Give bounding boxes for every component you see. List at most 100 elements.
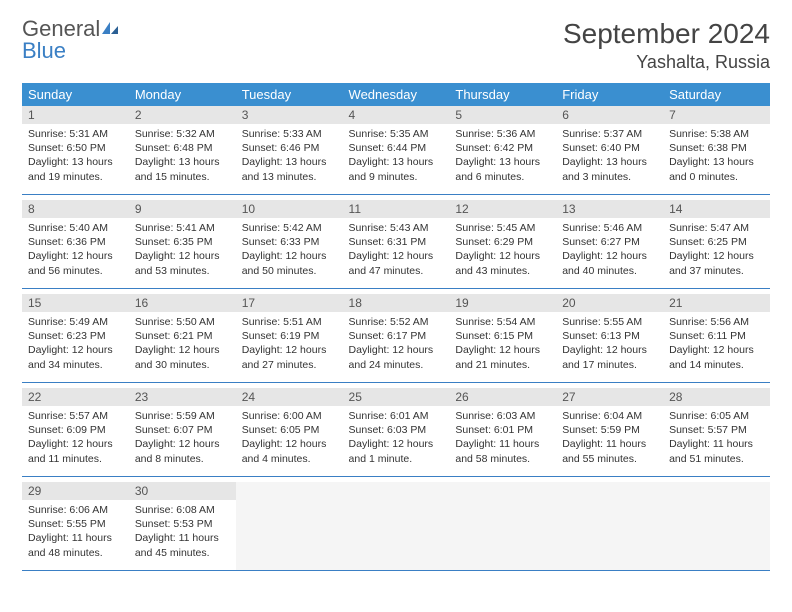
day-number: 7 (663, 106, 770, 124)
sunset-text: Sunset: 6:05 PM (242, 423, 337, 437)
sunset-text: Sunset: 5:57 PM (669, 423, 764, 437)
day-number: 13 (556, 200, 663, 218)
sunset-text: Sunset: 6:40 PM (562, 141, 657, 155)
calendar-week-row: 29Sunrise: 6:06 AMSunset: 5:55 PMDayligh… (22, 482, 770, 570)
sunset-text: Sunset: 5:53 PM (135, 517, 230, 531)
day-body: Sunrise: 6:03 AMSunset: 6:01 PMDaylight:… (449, 406, 556, 470)
day-header: Monday (129, 83, 236, 106)
sunset-text: Sunset: 6:03 PM (349, 423, 444, 437)
day-number: 12 (449, 200, 556, 218)
sunrise-text: Sunrise: 6:06 AM (28, 503, 123, 517)
sunrise-text: Sunrise: 5:43 AM (349, 221, 444, 235)
brand-name-b: Blue (22, 38, 66, 63)
sunset-text: Sunset: 5:55 PM (28, 517, 123, 531)
daylight-text: Daylight: 12 hours and 1 minute. (349, 437, 444, 465)
calendar-cell: 29Sunrise: 6:06 AMSunset: 5:55 PMDayligh… (22, 482, 129, 570)
sunset-text: Sunset: 6:48 PM (135, 141, 230, 155)
daylight-text: Daylight: 12 hours and 30 minutes. (135, 343, 230, 371)
calendar-cell: 28Sunrise: 6:05 AMSunset: 5:57 PMDayligh… (663, 388, 770, 476)
calendar-cell (556, 482, 663, 570)
daylight-text: Daylight: 13 hours and 13 minutes. (242, 155, 337, 183)
day-number: 5 (449, 106, 556, 124)
sunset-text: Sunset: 6:01 PM (455, 423, 550, 437)
sunset-text: Sunset: 6:50 PM (28, 141, 123, 155)
day-number: 30 (129, 482, 236, 500)
daylight-text: Daylight: 12 hours and 40 minutes. (562, 249, 657, 277)
day-header: Friday (556, 83, 663, 106)
calendar-cell: 4Sunrise: 5:35 AMSunset: 6:44 PMDaylight… (343, 106, 450, 194)
day-number: 16 (129, 294, 236, 312)
day-number: 8 (22, 200, 129, 218)
day-body: Sunrise: 6:01 AMSunset: 6:03 PMDaylight:… (343, 406, 450, 470)
title-block: September 2024 Yashalta, Russia (563, 18, 770, 73)
daylight-text: Daylight: 13 hours and 9 minutes. (349, 155, 444, 183)
sunset-text: Sunset: 6:46 PM (242, 141, 337, 155)
day-number: 10 (236, 200, 343, 218)
daylight-text: Daylight: 11 hours and 48 minutes. (28, 531, 123, 559)
sunrise-text: Sunrise: 6:00 AM (242, 409, 337, 423)
sunset-text: Sunset: 5:59 PM (562, 423, 657, 437)
sunrise-text: Sunrise: 5:37 AM (562, 127, 657, 141)
day-number: 1 (22, 106, 129, 124)
calendar-cell: 23Sunrise: 5:59 AMSunset: 6:07 PMDayligh… (129, 388, 236, 476)
calendar-cell: 11Sunrise: 5:43 AMSunset: 6:31 PMDayligh… (343, 200, 450, 288)
sunrise-text: Sunrise: 6:03 AM (455, 409, 550, 423)
sunset-text: Sunset: 6:29 PM (455, 235, 550, 249)
sunset-text: Sunset: 6:07 PM (135, 423, 230, 437)
sunset-text: Sunset: 6:31 PM (349, 235, 444, 249)
calendar-cell (236, 482, 343, 570)
calendar-cell (449, 482, 556, 570)
day-body: Sunrise: 5:41 AMSunset: 6:35 PMDaylight:… (129, 218, 236, 282)
sunrise-text: Sunrise: 6:04 AM (562, 409, 657, 423)
daylight-text: Daylight: 12 hours and 27 minutes. (242, 343, 337, 371)
day-header-row: Sunday Monday Tuesday Wednesday Thursday… (22, 83, 770, 106)
daylight-text: Daylight: 12 hours and 43 minutes. (455, 249, 550, 277)
calendar-cell: 5Sunrise: 5:36 AMSunset: 6:42 PMDaylight… (449, 106, 556, 194)
sunrise-text: Sunrise: 5:45 AM (455, 221, 550, 235)
calendar-cell: 22Sunrise: 5:57 AMSunset: 6:09 PMDayligh… (22, 388, 129, 476)
sunrise-text: Sunrise: 5:32 AM (135, 127, 230, 141)
calendar-table: Sunday Monday Tuesday Wednesday Thursday… (22, 83, 770, 571)
calendar-week-row: 15Sunrise: 5:49 AMSunset: 6:23 PMDayligh… (22, 294, 770, 382)
day-number: 14 (663, 200, 770, 218)
day-number: 28 (663, 388, 770, 406)
calendar-cell: 9Sunrise: 5:41 AMSunset: 6:35 PMDaylight… (129, 200, 236, 288)
brand-logo: General Blue (22, 18, 120, 62)
calendar-cell: 13Sunrise: 5:46 AMSunset: 6:27 PMDayligh… (556, 200, 663, 288)
calendar-cell: 25Sunrise: 6:01 AMSunset: 6:03 PMDayligh… (343, 388, 450, 476)
daylight-text: Daylight: 13 hours and 15 minutes. (135, 155, 230, 183)
daylight-text: Daylight: 12 hours and 21 minutes. (455, 343, 550, 371)
logo-text-block: General Blue (22, 18, 120, 62)
day-number: 4 (343, 106, 450, 124)
day-body: Sunrise: 5:52 AMSunset: 6:17 PMDaylight:… (343, 312, 450, 376)
calendar-cell: 16Sunrise: 5:50 AMSunset: 6:21 PMDayligh… (129, 294, 236, 382)
daylight-text: Daylight: 12 hours and 34 minutes. (28, 343, 123, 371)
daylight-text: Daylight: 12 hours and 50 minutes. (242, 249, 337, 277)
day-body: Sunrise: 5:40 AMSunset: 6:36 PMDaylight:… (22, 218, 129, 282)
day-number: 11 (343, 200, 450, 218)
calendar-cell: 7Sunrise: 5:38 AMSunset: 6:38 PMDaylight… (663, 106, 770, 194)
daylight-text: Daylight: 11 hours and 45 minutes. (135, 531, 230, 559)
sunrise-text: Sunrise: 5:52 AM (349, 315, 444, 329)
day-header: Thursday (449, 83, 556, 106)
calendar-cell: 3Sunrise: 5:33 AMSunset: 6:46 PMDaylight… (236, 106, 343, 194)
day-body: Sunrise: 5:54 AMSunset: 6:15 PMDaylight:… (449, 312, 556, 376)
calendar-week-row: 8Sunrise: 5:40 AMSunset: 6:36 PMDaylight… (22, 200, 770, 288)
calendar-week-row: 22Sunrise: 5:57 AMSunset: 6:09 PMDayligh… (22, 388, 770, 476)
sunrise-text: Sunrise: 5:51 AM (242, 315, 337, 329)
calendar-cell: 14Sunrise: 5:47 AMSunset: 6:25 PMDayligh… (663, 200, 770, 288)
day-body: Sunrise: 5:46 AMSunset: 6:27 PMDaylight:… (556, 218, 663, 282)
calendar-cell (663, 482, 770, 570)
day-header: Wednesday (343, 83, 450, 106)
day-number: 6 (556, 106, 663, 124)
month-title: September 2024 (563, 18, 770, 50)
sunrise-text: Sunrise: 5:31 AM (28, 127, 123, 141)
day-body: Sunrise: 5:37 AMSunset: 6:40 PMDaylight:… (556, 124, 663, 188)
sunrise-text: Sunrise: 5:38 AM (669, 127, 764, 141)
day-body: Sunrise: 6:04 AMSunset: 5:59 PMDaylight:… (556, 406, 663, 470)
day-number: 27 (556, 388, 663, 406)
sunrise-text: Sunrise: 6:01 AM (349, 409, 444, 423)
day-number: 15 (22, 294, 129, 312)
sunrise-text: Sunrise: 5:49 AM (28, 315, 123, 329)
day-body: Sunrise: 5:47 AMSunset: 6:25 PMDaylight:… (663, 218, 770, 282)
